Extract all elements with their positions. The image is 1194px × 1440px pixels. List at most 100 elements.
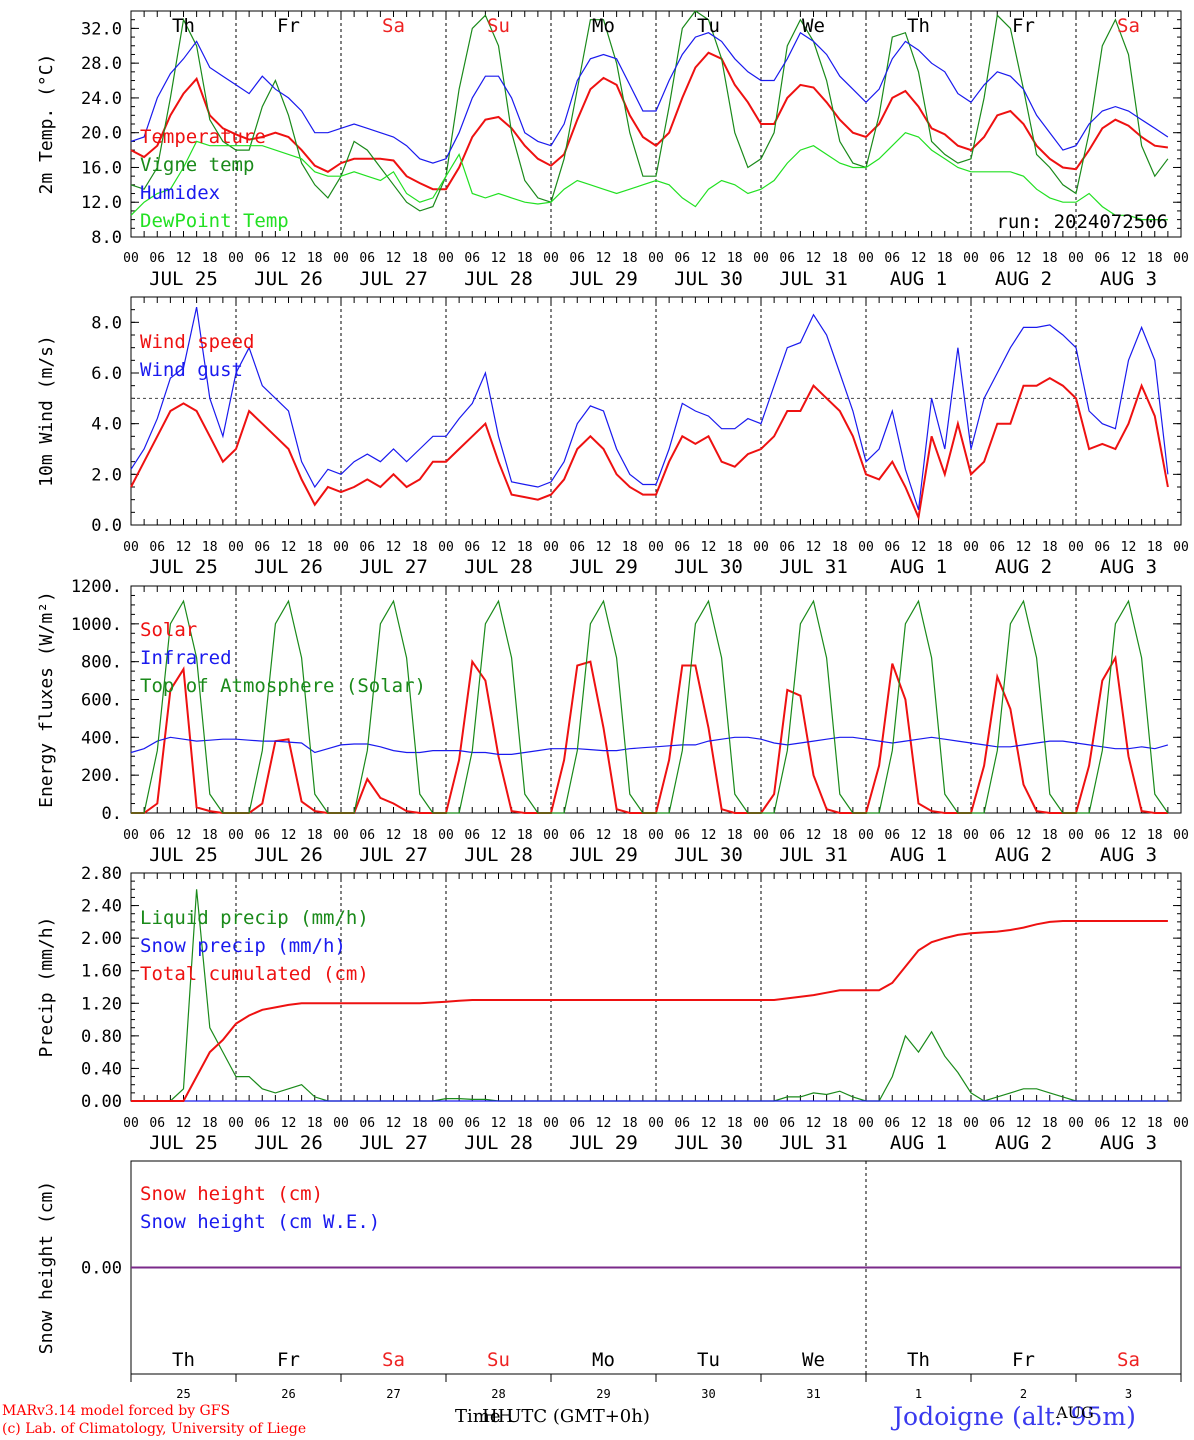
y-tick-label: 6.0 (91, 364, 122, 384)
hour-tick-label: 06 (464, 540, 480, 555)
hour-tick-label: 18 (517, 1116, 533, 1131)
hour-tick-label: 06 (884, 540, 900, 555)
day-number: 31 (806, 1387, 820, 1401)
date-label: JUL 28 (464, 268, 533, 290)
y-tick-label: 32.0 (81, 19, 122, 39)
day-name-top: We (802, 15, 825, 37)
hour-tick-label: 12 (491, 540, 507, 555)
legend-entry: Snow height (cm) (140, 1183, 323, 1205)
y-tick-label: 0.40 (81, 1059, 122, 1079)
hour-tick-label: 00 (858, 251, 874, 266)
series-wind-speed (130, 376, 1169, 521)
hour-tick-label: 06 (254, 251, 270, 266)
hour-tick-label: 18 (622, 828, 638, 843)
hour-tick-label: 18 (832, 1116, 848, 1131)
day-number: 30 (701, 1387, 715, 1401)
day-name-bottom: Fr (1012, 1349, 1035, 1371)
hour-tick-label: 18 (517, 828, 533, 843)
hour-tick-label: 18 (202, 828, 218, 843)
day-number: 26 (281, 1387, 295, 1401)
hour-tick-label: 18 (937, 1116, 953, 1131)
legend-entry: Vigne temp (140, 154, 254, 176)
date-label: JUL 29 (569, 1132, 638, 1154)
hour-tick-label: 18 (727, 828, 743, 843)
hour-tick-label: 06 (989, 1116, 1005, 1131)
hour-tick-label: 18 (832, 828, 848, 843)
hour-tick-label: 12 (701, 828, 717, 843)
date-label: JUL 27 (359, 1132, 428, 1154)
hour-tick-label: 00 (1173, 540, 1189, 555)
hour-tick-label: 06 (149, 1116, 165, 1131)
hour-tick-label: 06 (1094, 1116, 1110, 1131)
series-top-of-atmosphere-solar- (131, 599, 1169, 814)
day-number: 25 (176, 1387, 190, 1401)
hour-tick-label: 00 (438, 540, 454, 555)
hour-tick-label: 06 (149, 540, 165, 555)
hour-tick-label: 06 (359, 540, 375, 555)
day-number: 29 (596, 1387, 610, 1401)
series-temperature (130, 51, 1169, 191)
date-label: JUL 31 (779, 1132, 848, 1154)
date-label: JUL 30 (674, 268, 743, 290)
lab-credit: (c) Lab. of Climatology, University of L… (2, 1421, 307, 1437)
y-axis-label: Snow height (cm) (36, 1181, 57, 1354)
day-name-bottom: Tu (697, 1349, 720, 1371)
date-label: JUL 26 (254, 844, 323, 866)
y-tick-label: 1200. (71, 577, 122, 597)
legend-entry: Top of Atmosphere (Solar) (140, 675, 426, 697)
date-label: AUG 3 (1100, 556, 1157, 578)
hour-tick-label: 06 (464, 1116, 480, 1131)
hour-tick-label: 00 (543, 828, 559, 843)
date-label: AUG 2 (995, 844, 1052, 866)
date-label: JUL 27 (359, 556, 428, 578)
hour-tick-label: 18 (727, 1116, 743, 1131)
hour-tick-label: 12 (1016, 540, 1032, 555)
hour-tick-label: 18 (832, 251, 848, 266)
hour-tick-label: 12 (1121, 1116, 1137, 1131)
hour-tick-label: 12 (491, 251, 507, 266)
legend-entry: Wind gust (140, 359, 243, 381)
hour-tick-label: 18 (412, 1116, 428, 1131)
hour-tick-label: 12 (1121, 828, 1137, 843)
date-label: JUL 31 (779, 556, 848, 578)
y-tick-label: 0. (102, 804, 122, 824)
hour-tick-label: 18 (1147, 1116, 1163, 1131)
hour-tick-label: 12 (1121, 540, 1137, 555)
hour-tick-label: 12 (701, 251, 717, 266)
hour-tick-label: 06 (674, 251, 690, 266)
date-label: JUL 29 (569, 556, 638, 578)
hour-tick-label: 00 (228, 540, 244, 555)
y-tick-label: 2.80 (81, 864, 122, 884)
hour-tick-label: 06 (779, 1116, 795, 1131)
hour-tick-label: 12 (491, 1116, 507, 1131)
hour-tick-label: 06 (989, 251, 1005, 266)
hour-tick-label: 06 (1094, 251, 1110, 266)
date-label: JUL 25 (149, 844, 218, 866)
hour-tick-label: 18 (937, 540, 953, 555)
y-tick-label: 8.0 (91, 228, 122, 248)
series-humidex (130, 31, 1169, 164)
hour-tick-label: 18 (307, 540, 323, 555)
hour-tick-label: 06 (779, 828, 795, 843)
date-label: AUG 2 (995, 268, 1052, 290)
date-label: JUL 26 (254, 268, 323, 290)
hour-tick-label: 12 (176, 1116, 192, 1131)
hour-tick-label: 18 (1042, 828, 1058, 843)
day-number: 2 (1020, 1387, 1027, 1401)
y-tick-label: 12.0 (81, 193, 122, 213)
y-axis-label: 10m Wind (m/s) (36, 335, 57, 487)
hour-tick-label: 00 (333, 1116, 349, 1131)
hour-tick-label: 12 (491, 828, 507, 843)
hour-tick-label: 00 (648, 828, 664, 843)
hour-tick-label: 06 (464, 251, 480, 266)
hour-tick-label: 00 (1068, 251, 1084, 266)
hour-tick-label: 12 (911, 540, 927, 555)
hour-tick-label: 06 (569, 1116, 585, 1131)
hour-tick-label: 18 (937, 251, 953, 266)
hour-tick-label: 06 (149, 251, 165, 266)
y-tick-label: 1000. (71, 615, 122, 635)
hour-tick-label: 00 (333, 828, 349, 843)
hour-tick-label: 12 (176, 251, 192, 266)
hour-tick-label: 00 (1068, 828, 1084, 843)
